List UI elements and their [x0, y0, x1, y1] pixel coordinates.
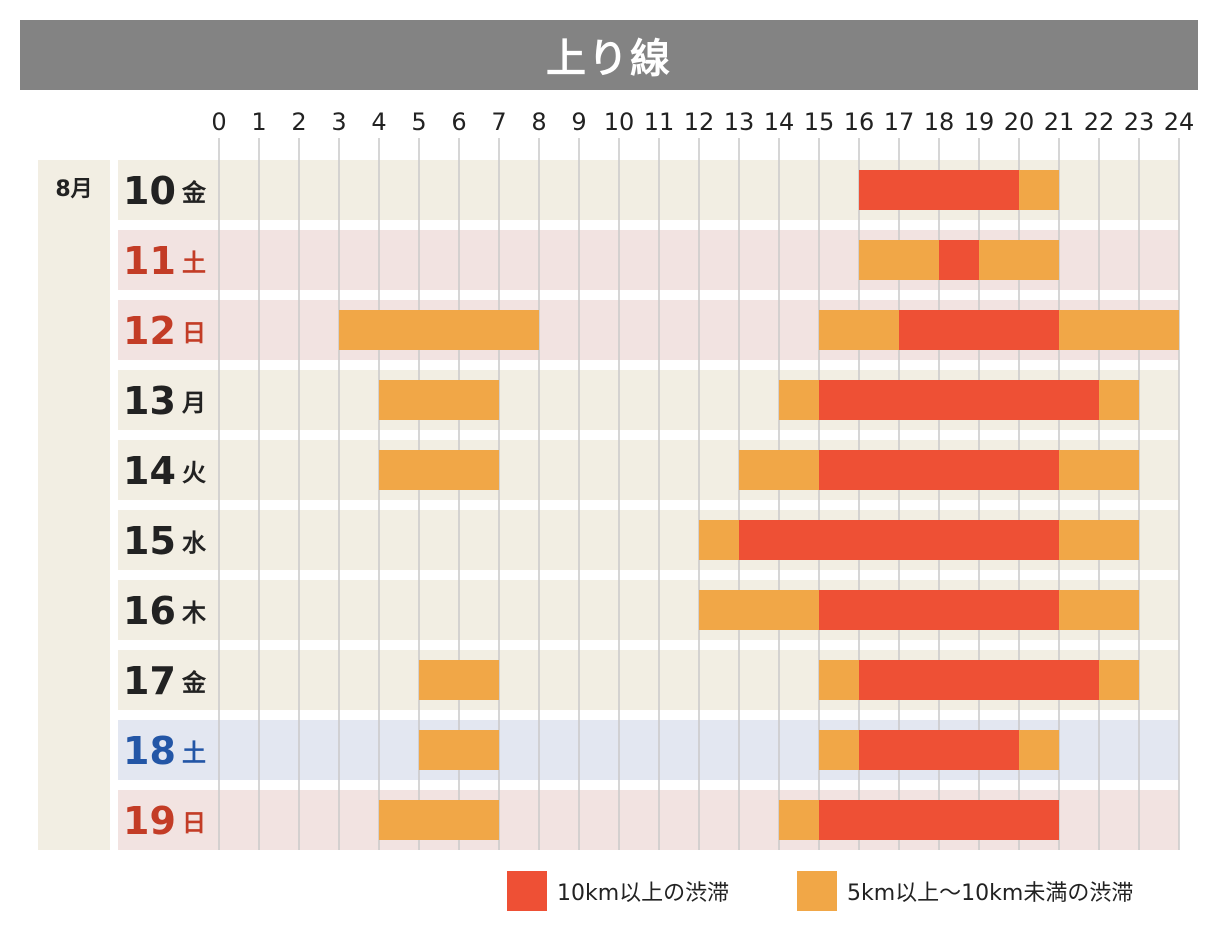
hour-tick-15: 15	[804, 108, 835, 136]
segment-13-moderate-4	[379, 380, 499, 420]
hour-tick-1: 1	[251, 108, 266, 136]
row-day-17: 17	[123, 659, 176, 703]
segment-15-heavy-13	[739, 520, 1059, 560]
segment-19-moderate-14	[779, 800, 819, 840]
segment-13-moderate-14	[779, 380, 819, 420]
hour-tick-13: 13	[724, 108, 755, 136]
row-day-14: 14	[123, 449, 176, 493]
hour-tick-6: 6	[451, 108, 466, 136]
row-day-12: 12	[123, 309, 176, 353]
hour-tick-7: 7	[491, 108, 506, 136]
row-day-10: 10	[123, 169, 176, 213]
segment-11-heavy-18	[939, 240, 979, 280]
segment-14-moderate-21	[1059, 450, 1139, 490]
segment-18-moderate-5	[419, 730, 499, 770]
row-weekday-13: 月	[181, 389, 206, 417]
segment-10-heavy-16	[859, 170, 1019, 210]
row-day-13: 13	[123, 379, 176, 423]
row-day-16: 16	[123, 589, 176, 633]
hour-tick-8: 8	[531, 108, 546, 136]
hour-tick-17: 17	[884, 108, 915, 136]
hour-tick-21: 21	[1044, 108, 1075, 136]
legend-label-moderate: 5km以上〜10km未満の渋滞	[847, 881, 1134, 906]
segment-14-moderate-4	[379, 450, 499, 490]
segment-11-moderate-19	[979, 240, 1059, 280]
hour-tick-22: 22	[1084, 108, 1115, 136]
segment-19-heavy-15	[819, 800, 1059, 840]
segment-17-heavy-16	[859, 660, 1099, 700]
hour-tick-0: 0	[211, 108, 226, 136]
segment-12-heavy-17	[899, 310, 1059, 350]
hour-tick-9: 9	[571, 108, 586, 136]
segment-15-moderate-12	[699, 520, 739, 560]
row-weekday-15: 水	[182, 529, 207, 557]
segment-10-moderate-20	[1019, 170, 1059, 210]
hour-tick-2: 2	[291, 108, 306, 136]
hour-tick-24: 24	[1164, 108, 1195, 136]
hour-tick-10: 10	[604, 108, 635, 136]
hour-tick-16: 16	[844, 108, 875, 136]
row-weekday-14: 火	[182, 459, 206, 487]
chart-title: 上り線	[20, 20, 1198, 90]
segment-17-moderate-22	[1099, 660, 1139, 700]
hour-tick-11: 11	[644, 108, 675, 136]
segment-17-moderate-15	[819, 660, 859, 700]
hour-tick-12: 12	[684, 108, 715, 136]
segment-12-moderate-3	[339, 310, 539, 350]
segment-15-moderate-21	[1059, 520, 1139, 560]
hour-tick-4: 4	[371, 108, 386, 136]
segment-11-moderate-16	[859, 240, 939, 280]
hour-tick-19: 19	[964, 108, 995, 136]
legend-swatch-heavy	[507, 871, 547, 911]
legend-swatch-moderate	[797, 871, 837, 911]
hour-tick-18: 18	[924, 108, 955, 136]
segment-18-moderate-15	[819, 730, 859, 770]
segment-13-heavy-15	[819, 380, 1099, 420]
segment-12-moderate-15	[819, 310, 899, 350]
segment-16-moderate-12	[699, 590, 819, 630]
row-weekday-12: 日	[182, 319, 206, 347]
segment-16-moderate-21	[1059, 590, 1139, 630]
segment-13-moderate-22	[1099, 380, 1139, 420]
month-column	[38, 160, 110, 850]
hour-tick-23: 23	[1124, 108, 1155, 136]
row-weekday-11: 土	[182, 249, 206, 277]
segment-17-moderate-5	[419, 660, 499, 700]
row-day-15: 15	[123, 519, 176, 563]
row-weekday-17: 金	[181, 669, 207, 697]
row-weekday-18: 土	[182, 739, 206, 767]
hour-tick-14: 14	[764, 108, 795, 136]
legend-label-heavy: 10km以上の渋滞	[557, 881, 730, 906]
row-weekday-16: 木	[181, 599, 207, 627]
legend-item-heavy: 10km以上の渋滞	[507, 871, 729, 911]
segment-18-moderate-20	[1019, 730, 1059, 770]
month-label: 8月	[55, 177, 92, 202]
hour-tick-5: 5	[411, 108, 426, 136]
segment-14-heavy-15	[819, 450, 1059, 490]
segment-14-moderate-13	[739, 450, 819, 490]
row-day-18: 18	[123, 729, 176, 773]
segment-19-moderate-4	[379, 800, 499, 840]
row-weekday-10: 金	[181, 179, 207, 207]
row-day-19: 19	[123, 799, 176, 843]
hour-tick-20: 20	[1004, 108, 1035, 136]
segment-16-heavy-15	[819, 590, 1059, 630]
hour-tick-3: 3	[331, 108, 346, 136]
row-day-11: 11	[123, 239, 176, 283]
row-weekday-19: 日	[182, 809, 206, 837]
segment-12-moderate-21	[1059, 310, 1179, 350]
legend-item-moderate: 5km以上〜10km未満の渋滞	[797, 871, 1133, 911]
segment-18-heavy-16	[859, 730, 1019, 770]
